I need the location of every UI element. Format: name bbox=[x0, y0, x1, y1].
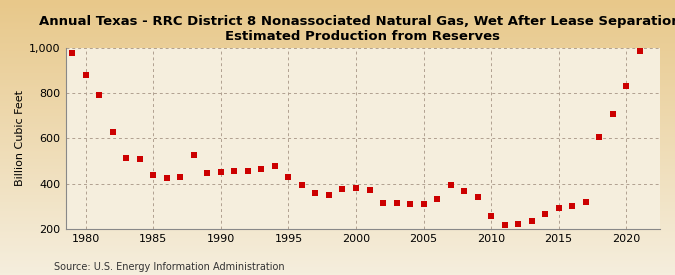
Point bbox=[323, 192, 334, 197]
Point bbox=[391, 200, 402, 205]
Point bbox=[229, 169, 240, 173]
Point bbox=[94, 92, 105, 97]
Point bbox=[202, 171, 213, 176]
Point bbox=[621, 83, 632, 88]
Point bbox=[634, 48, 645, 53]
Point bbox=[567, 204, 578, 208]
Point bbox=[107, 130, 118, 134]
Point bbox=[377, 200, 388, 205]
Point bbox=[608, 111, 618, 116]
Point bbox=[134, 156, 145, 161]
Point bbox=[472, 195, 483, 199]
Point bbox=[594, 135, 605, 139]
Point bbox=[554, 206, 564, 211]
Point bbox=[513, 222, 524, 226]
Point bbox=[540, 212, 551, 216]
Point bbox=[67, 51, 78, 55]
Point bbox=[446, 183, 456, 187]
Point bbox=[188, 153, 199, 158]
Point bbox=[526, 219, 537, 223]
Text: Source: U.S. Energy Information Administration: Source: U.S. Energy Information Administ… bbox=[54, 262, 285, 272]
Point bbox=[364, 188, 375, 192]
Point bbox=[418, 202, 429, 206]
Point bbox=[269, 163, 280, 168]
Point bbox=[283, 175, 294, 179]
Point bbox=[350, 186, 361, 190]
Point bbox=[296, 183, 307, 187]
Point bbox=[161, 176, 172, 180]
Point bbox=[459, 189, 470, 194]
Point bbox=[242, 169, 253, 173]
Point bbox=[404, 202, 415, 206]
Point bbox=[432, 197, 443, 202]
Point bbox=[80, 73, 91, 78]
Point bbox=[175, 175, 186, 179]
Point bbox=[215, 170, 226, 175]
Point bbox=[310, 190, 321, 195]
Point bbox=[337, 187, 348, 191]
Title: Annual Texas - RRC District 8 Nonassociated Natural Gas, Wet After Lease Separat: Annual Texas - RRC District 8 Nonassocia… bbox=[39, 15, 675, 43]
Point bbox=[148, 172, 159, 177]
Y-axis label: Billion Cubic Feet: Billion Cubic Feet bbox=[15, 90, 25, 186]
Point bbox=[121, 155, 132, 160]
Point bbox=[486, 214, 497, 218]
Point bbox=[580, 199, 591, 204]
Point bbox=[256, 167, 267, 171]
Point bbox=[500, 223, 510, 227]
